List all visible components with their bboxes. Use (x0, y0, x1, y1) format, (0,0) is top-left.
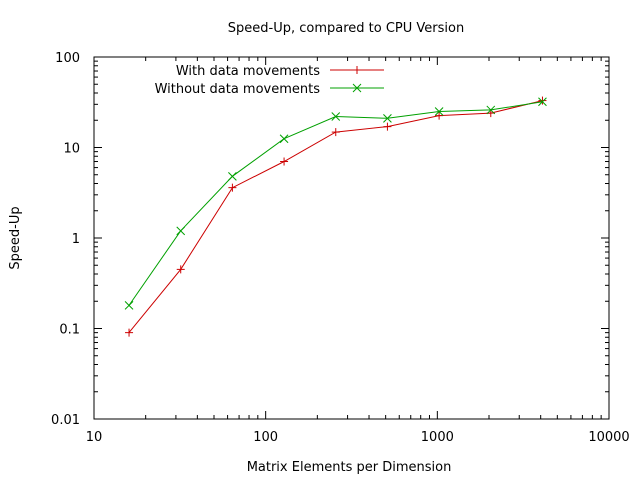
cross-marker (538, 97, 547, 107)
plus-marker (125, 328, 134, 337)
x-tick-label: 1000 (421, 430, 454, 445)
plot-frame (93, 56, 610, 420)
plus-marker (280, 157, 289, 166)
cross-marker (352, 83, 362, 93)
cross-marker (228, 171, 237, 181)
y-axis: 0.01 0.1 1 10 100 (51, 51, 609, 428)
cross-marker (434, 107, 444, 116)
x-tick-label: 10 (86, 430, 103, 445)
chart-title: Speed-Up, compared to CPU Version (228, 21, 464, 36)
cross-marker (331, 112, 341, 121)
y-tick-label: 0.1 (59, 323, 80, 338)
plus-marker (176, 265, 185, 274)
plus-marker (435, 111, 444, 120)
legend-label: With data movements (176, 64, 320, 79)
plus-marker (228, 183, 237, 192)
x-tick-label: 100 (253, 430, 278, 445)
plus-marker (331, 128, 340, 137)
cross-marker (124, 301, 134, 310)
y-tick-label: 100 (55, 51, 80, 66)
x-tick-label: 10000 (588, 430, 629, 445)
y-tick-label: 1 (72, 232, 80, 247)
cross-marker (486, 105, 496, 115)
legend: With data movements Without data movement… (155, 64, 384, 97)
x-axis: 10 100 1000 10000 (86, 57, 630, 445)
series-layer (124, 96, 547, 337)
y-axis-label: Speed-Up (8, 206, 23, 269)
plus-marker (383, 122, 392, 131)
legend-label: Without data movements (155, 82, 321, 97)
plus-marker (353, 66, 361, 74)
y-tick-label: 10 (63, 142, 80, 157)
y-tick-label: 0.01 (51, 413, 80, 428)
cross-marker (176, 226, 186, 236)
plus-marker (538, 96, 547, 105)
cross-marker (383, 113, 392, 123)
cross-marker (279, 134, 289, 144)
x-axis-label: Matrix Elements per Dimension (247, 460, 452, 475)
